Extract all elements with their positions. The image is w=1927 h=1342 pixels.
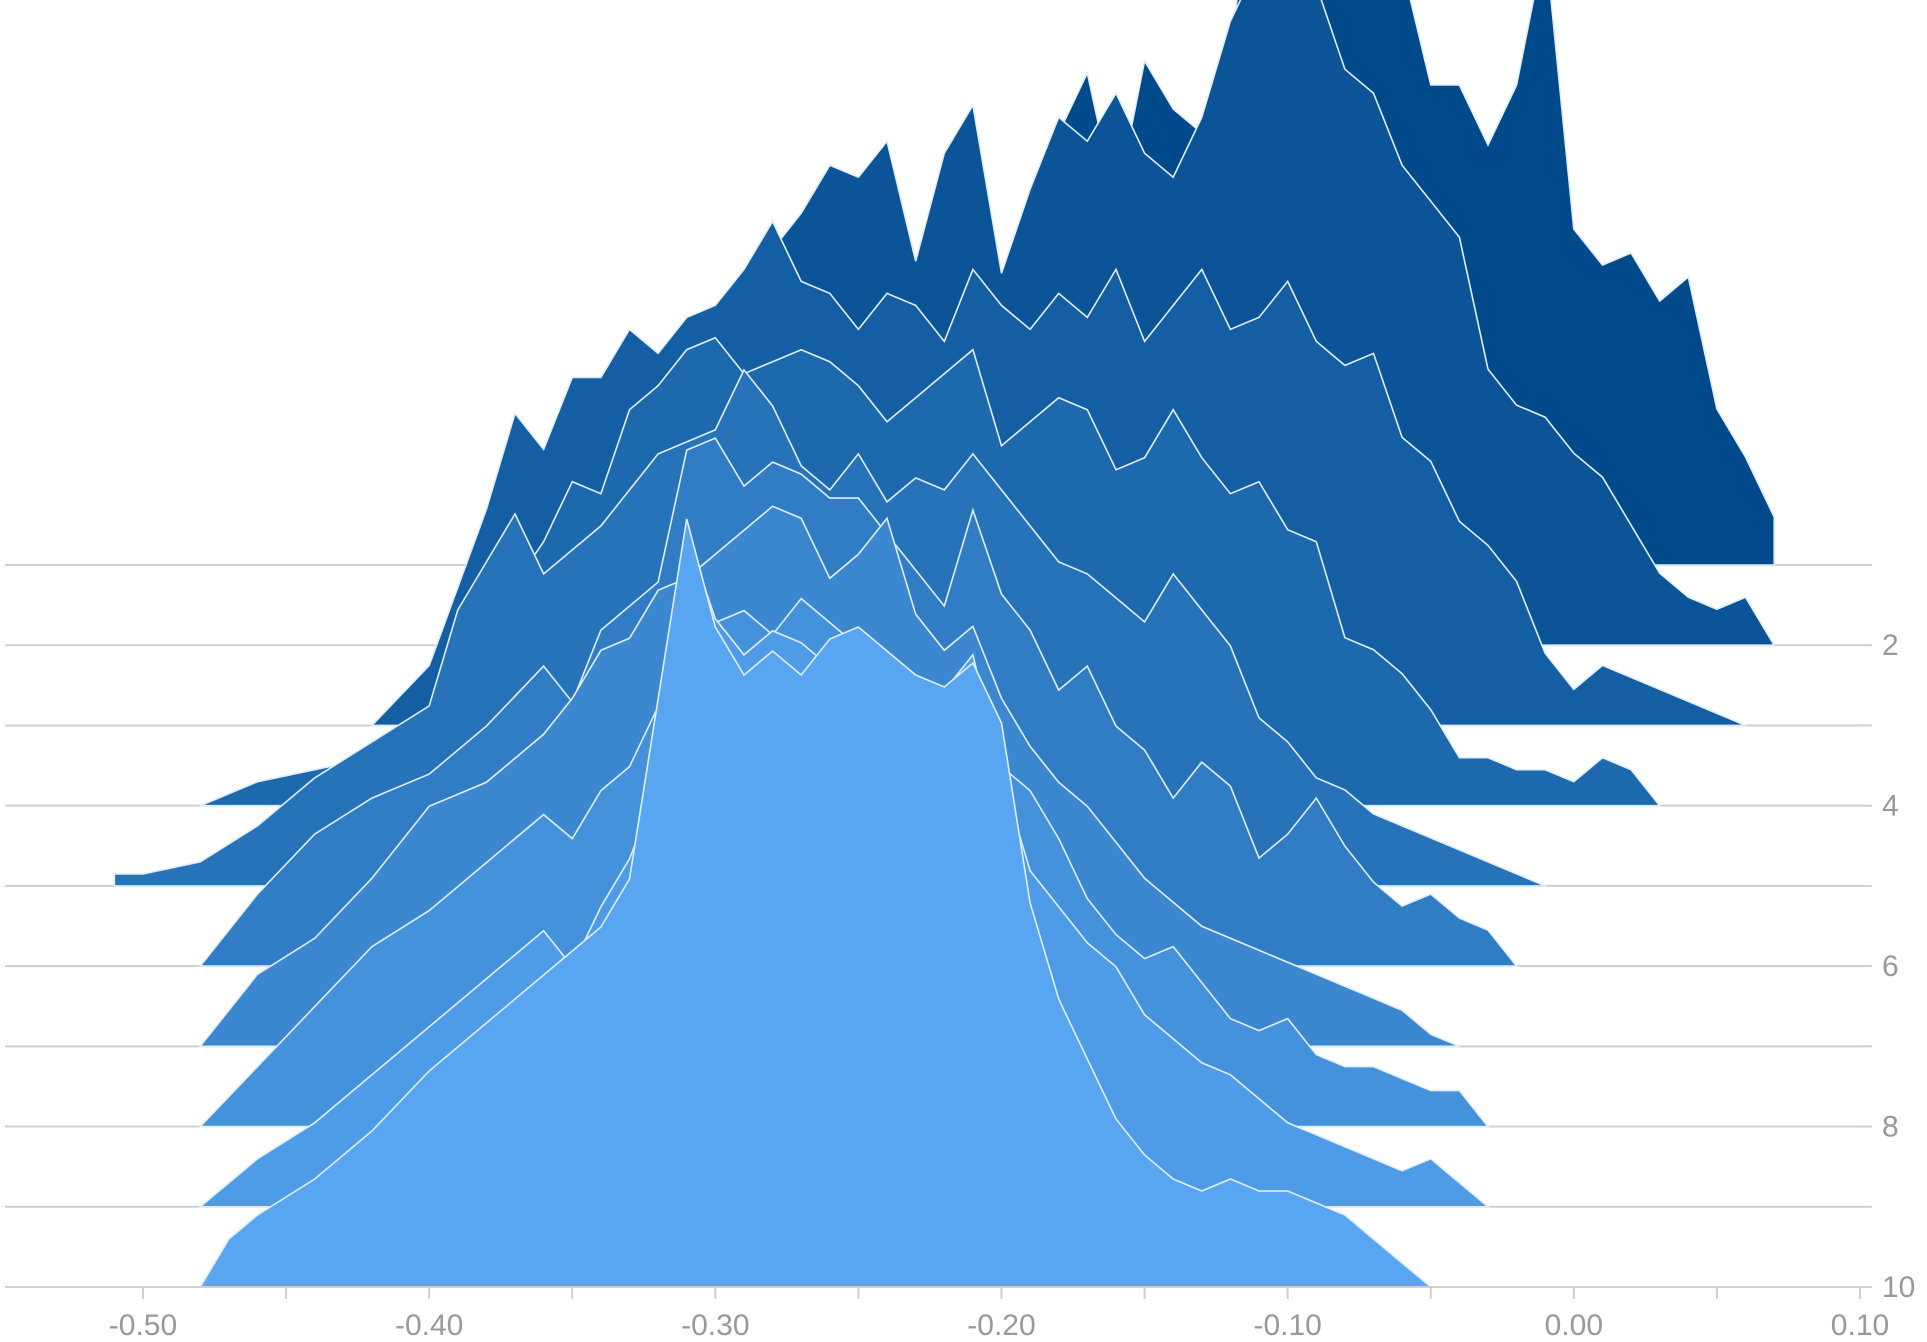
y-tick-label: 2: [1882, 629, 1899, 662]
x-tick-label: 0.00: [1545, 1309, 1603, 1337]
x-tick-label: -0.30: [681, 1309, 749, 1337]
x-tick-label: 0.10: [1831, 1309, 1889, 1337]
x-tick-label: -0.10: [1253, 1309, 1321, 1337]
y-tick-label: 10: [1882, 1271, 1915, 1304]
x-axis: -0.50 -0.40 -0.30 -0.20 -0.10 0.00 0.10: [5, 1286, 1889, 1342]
y-tick-label: 4: [1882, 790, 1899, 823]
y-tick-label: 6: [1882, 950, 1899, 983]
x-tick-label: -0.50: [109, 1309, 177, 1337]
x-tick-label: -0.40: [395, 1309, 463, 1337]
series-area-10: [198, 518, 1434, 1288]
y-axis: 2 4 6 8 10: [1860, 564, 1915, 1304]
series-layer: [113, 0, 1776, 1288]
x-tick-label: -0.20: [967, 1309, 1035, 1337]
y-tick-label: 8: [1882, 1111, 1899, 1144]
